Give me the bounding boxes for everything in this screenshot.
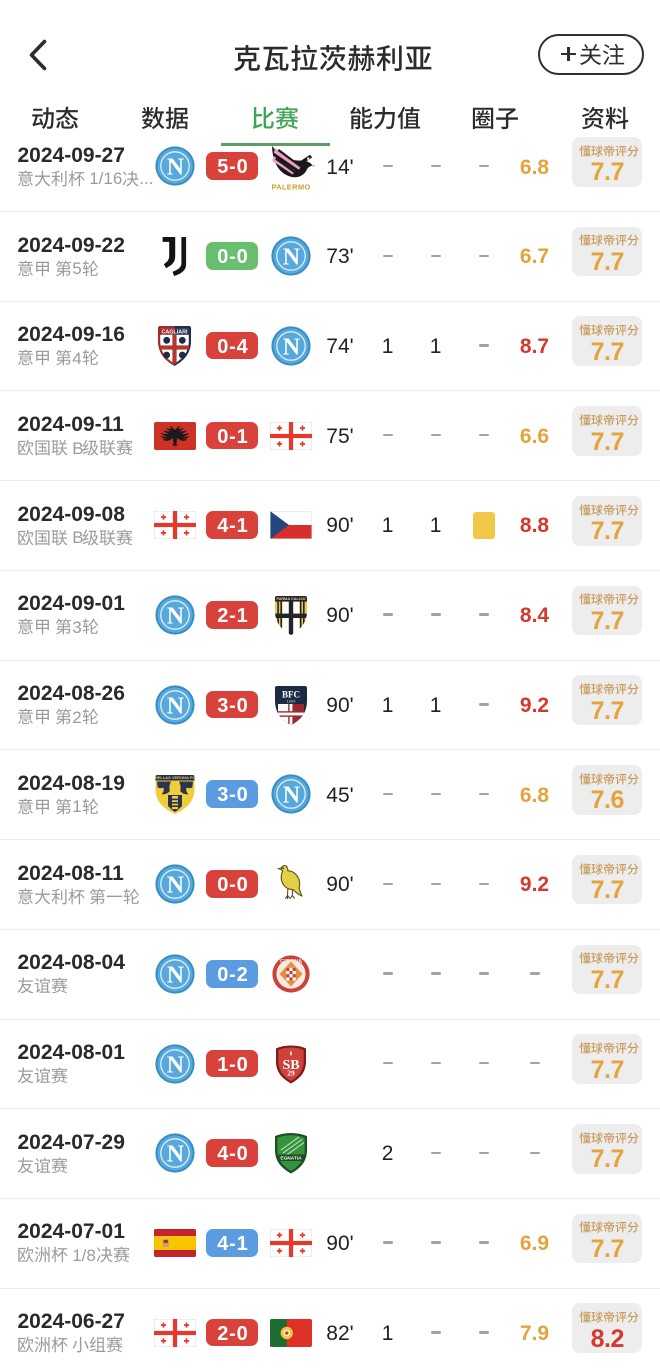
svg-text:N: N	[283, 783, 301, 809]
svg-text:BFC: BFC	[282, 689, 300, 699]
svg-text:1909: 1909	[287, 698, 297, 703]
svg-text:N: N	[166, 1052, 184, 1078]
svg-text:29: 29	[287, 1068, 295, 1077]
svg-text:N: N	[166, 962, 184, 988]
svg-text:N: N	[283, 334, 301, 360]
svg-text:HELLAS VERONA FC: HELLAS VERONA FC	[154, 775, 195, 780]
svg-text:N: N	[283, 244, 301, 270]
svg-text:SB: SB	[282, 1058, 299, 1073]
svg-text:CAGLIARI: CAGLIARI	[161, 330, 188, 336]
svg-text:PARMA CALCIO: PARMA CALCIO	[276, 597, 305, 601]
svg-text:EGNATIA: EGNATIA	[280, 1156, 302, 1162]
svg-text:N: N	[166, 155, 184, 181]
svg-text:N: N	[166, 1141, 184, 1167]
svg-text:N: N	[166, 603, 184, 629]
svg-text:N: N	[166, 693, 184, 719]
svg-text:PALERMO: PALERMO	[271, 183, 310, 192]
svg-text:N: N	[166, 872, 184, 898]
